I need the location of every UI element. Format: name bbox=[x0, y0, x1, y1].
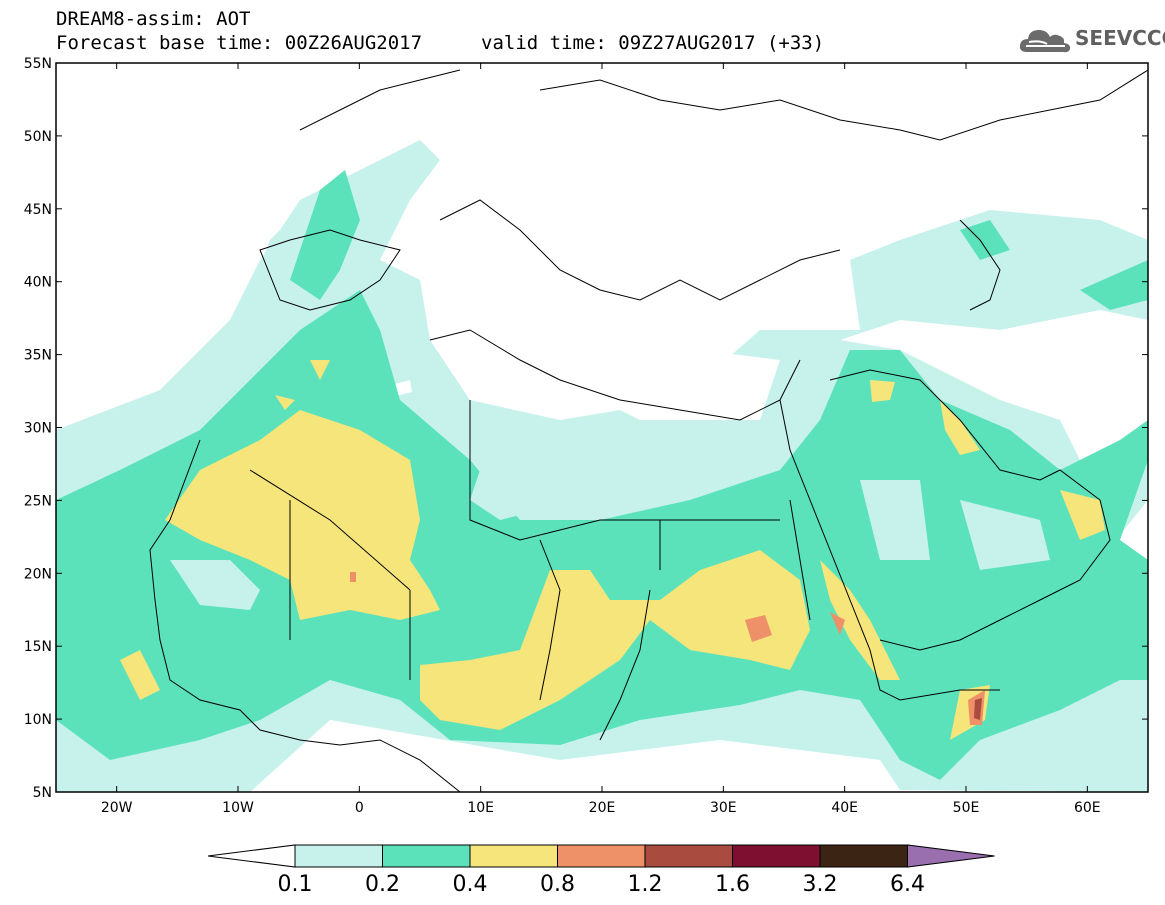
lat-tick-label: 50N bbox=[24, 129, 52, 145]
colorbar-label: 0.8 bbox=[540, 872, 575, 897]
lon-tick-label: 60E bbox=[1074, 800, 1101, 816]
colorbar-under-arrow bbox=[207, 844, 296, 868]
colorbar: 0.1 0.2 0.4 0.8 1.2 1.6 3.2 6.4 bbox=[207, 844, 995, 897]
lat-tick-label: 25N bbox=[24, 493, 52, 509]
seevccc-logo: SEEVCCC bbox=[1017, 22, 1165, 58]
longitude-axis: 20W 10W 0 10E 20E 30E 40E 50E 60E bbox=[101, 63, 1101, 816]
lat-tick-label: 55N bbox=[24, 56, 52, 72]
valid-time: valid time: 09Z27AUG2017 (+33) bbox=[481, 32, 825, 54]
latitude-axis: 55N 50N 45N 40N 35N 30N 25N 20N 15N 10N 5N bbox=[24, 56, 1148, 801]
aot-band-1.2 bbox=[974, 698, 982, 720]
colorbar-segment bbox=[382, 844, 471, 868]
lon-tick-label: 50E bbox=[953, 800, 980, 816]
colorbar-segment bbox=[557, 844, 646, 868]
colorbar-segment bbox=[294, 844, 383, 868]
colorbar-segment bbox=[819, 844, 908, 868]
colorbar-over-arrow bbox=[907, 844, 995, 868]
lat-tick-label: 15N bbox=[24, 639, 52, 655]
lon-tick-label: 40E bbox=[831, 800, 858, 816]
aot-band-0.4 bbox=[120, 360, 1105, 740]
aot-band-0.8 bbox=[350, 572, 985, 725]
aot-band-0.1-inner bbox=[170, 470, 1050, 610]
colorbar-segment bbox=[732, 844, 821, 868]
cloud-icon bbox=[1019, 30, 1071, 53]
lat-tick-label: 30N bbox=[24, 421, 52, 437]
colorbar-label: 3.2 bbox=[803, 872, 838, 897]
forecast-base-time: Forecast base time: 00Z26AUG2017 bbox=[56, 32, 423, 54]
lon-tick-label: 10W bbox=[222, 800, 254, 816]
lat-tick-label: 5N bbox=[33, 785, 52, 801]
coastlines bbox=[149, 69, 1148, 792]
colorbar-segment bbox=[469, 844, 558, 868]
colorbar-label: 1.6 bbox=[715, 872, 750, 897]
aot-field bbox=[56, 140, 1148, 792]
lon-tick-label: 10E bbox=[467, 800, 494, 816]
aot-clear-areas bbox=[392, 310, 1148, 460]
colorbar-label: 1.2 bbox=[628, 872, 663, 897]
colorbar-label: 0.4 bbox=[453, 872, 488, 897]
lon-tick-label: 20E bbox=[589, 800, 616, 816]
colorbar-segment bbox=[644, 844, 733, 868]
lat-tick-label: 35N bbox=[24, 348, 52, 364]
chart-title: DREAM8-assim: AOT bbox=[56, 8, 251, 30]
colorbar-label: 0.2 bbox=[365, 872, 400, 897]
logo-text: SEEVCCC bbox=[1075, 26, 1165, 50]
lon-tick-label: 30E bbox=[710, 800, 737, 816]
lat-tick-label: 20N bbox=[24, 566, 52, 582]
lat-tick-label: 10N bbox=[24, 712, 52, 728]
colorbar-label: 0.1 bbox=[278, 872, 313, 897]
lon-tick-label: 0 bbox=[355, 800, 364, 816]
colorbar-label: 6.4 bbox=[890, 872, 925, 897]
lon-tick-label: 20W bbox=[101, 800, 133, 816]
lat-tick-label: 45N bbox=[24, 202, 52, 218]
lat-tick-label: 40N bbox=[24, 275, 52, 291]
